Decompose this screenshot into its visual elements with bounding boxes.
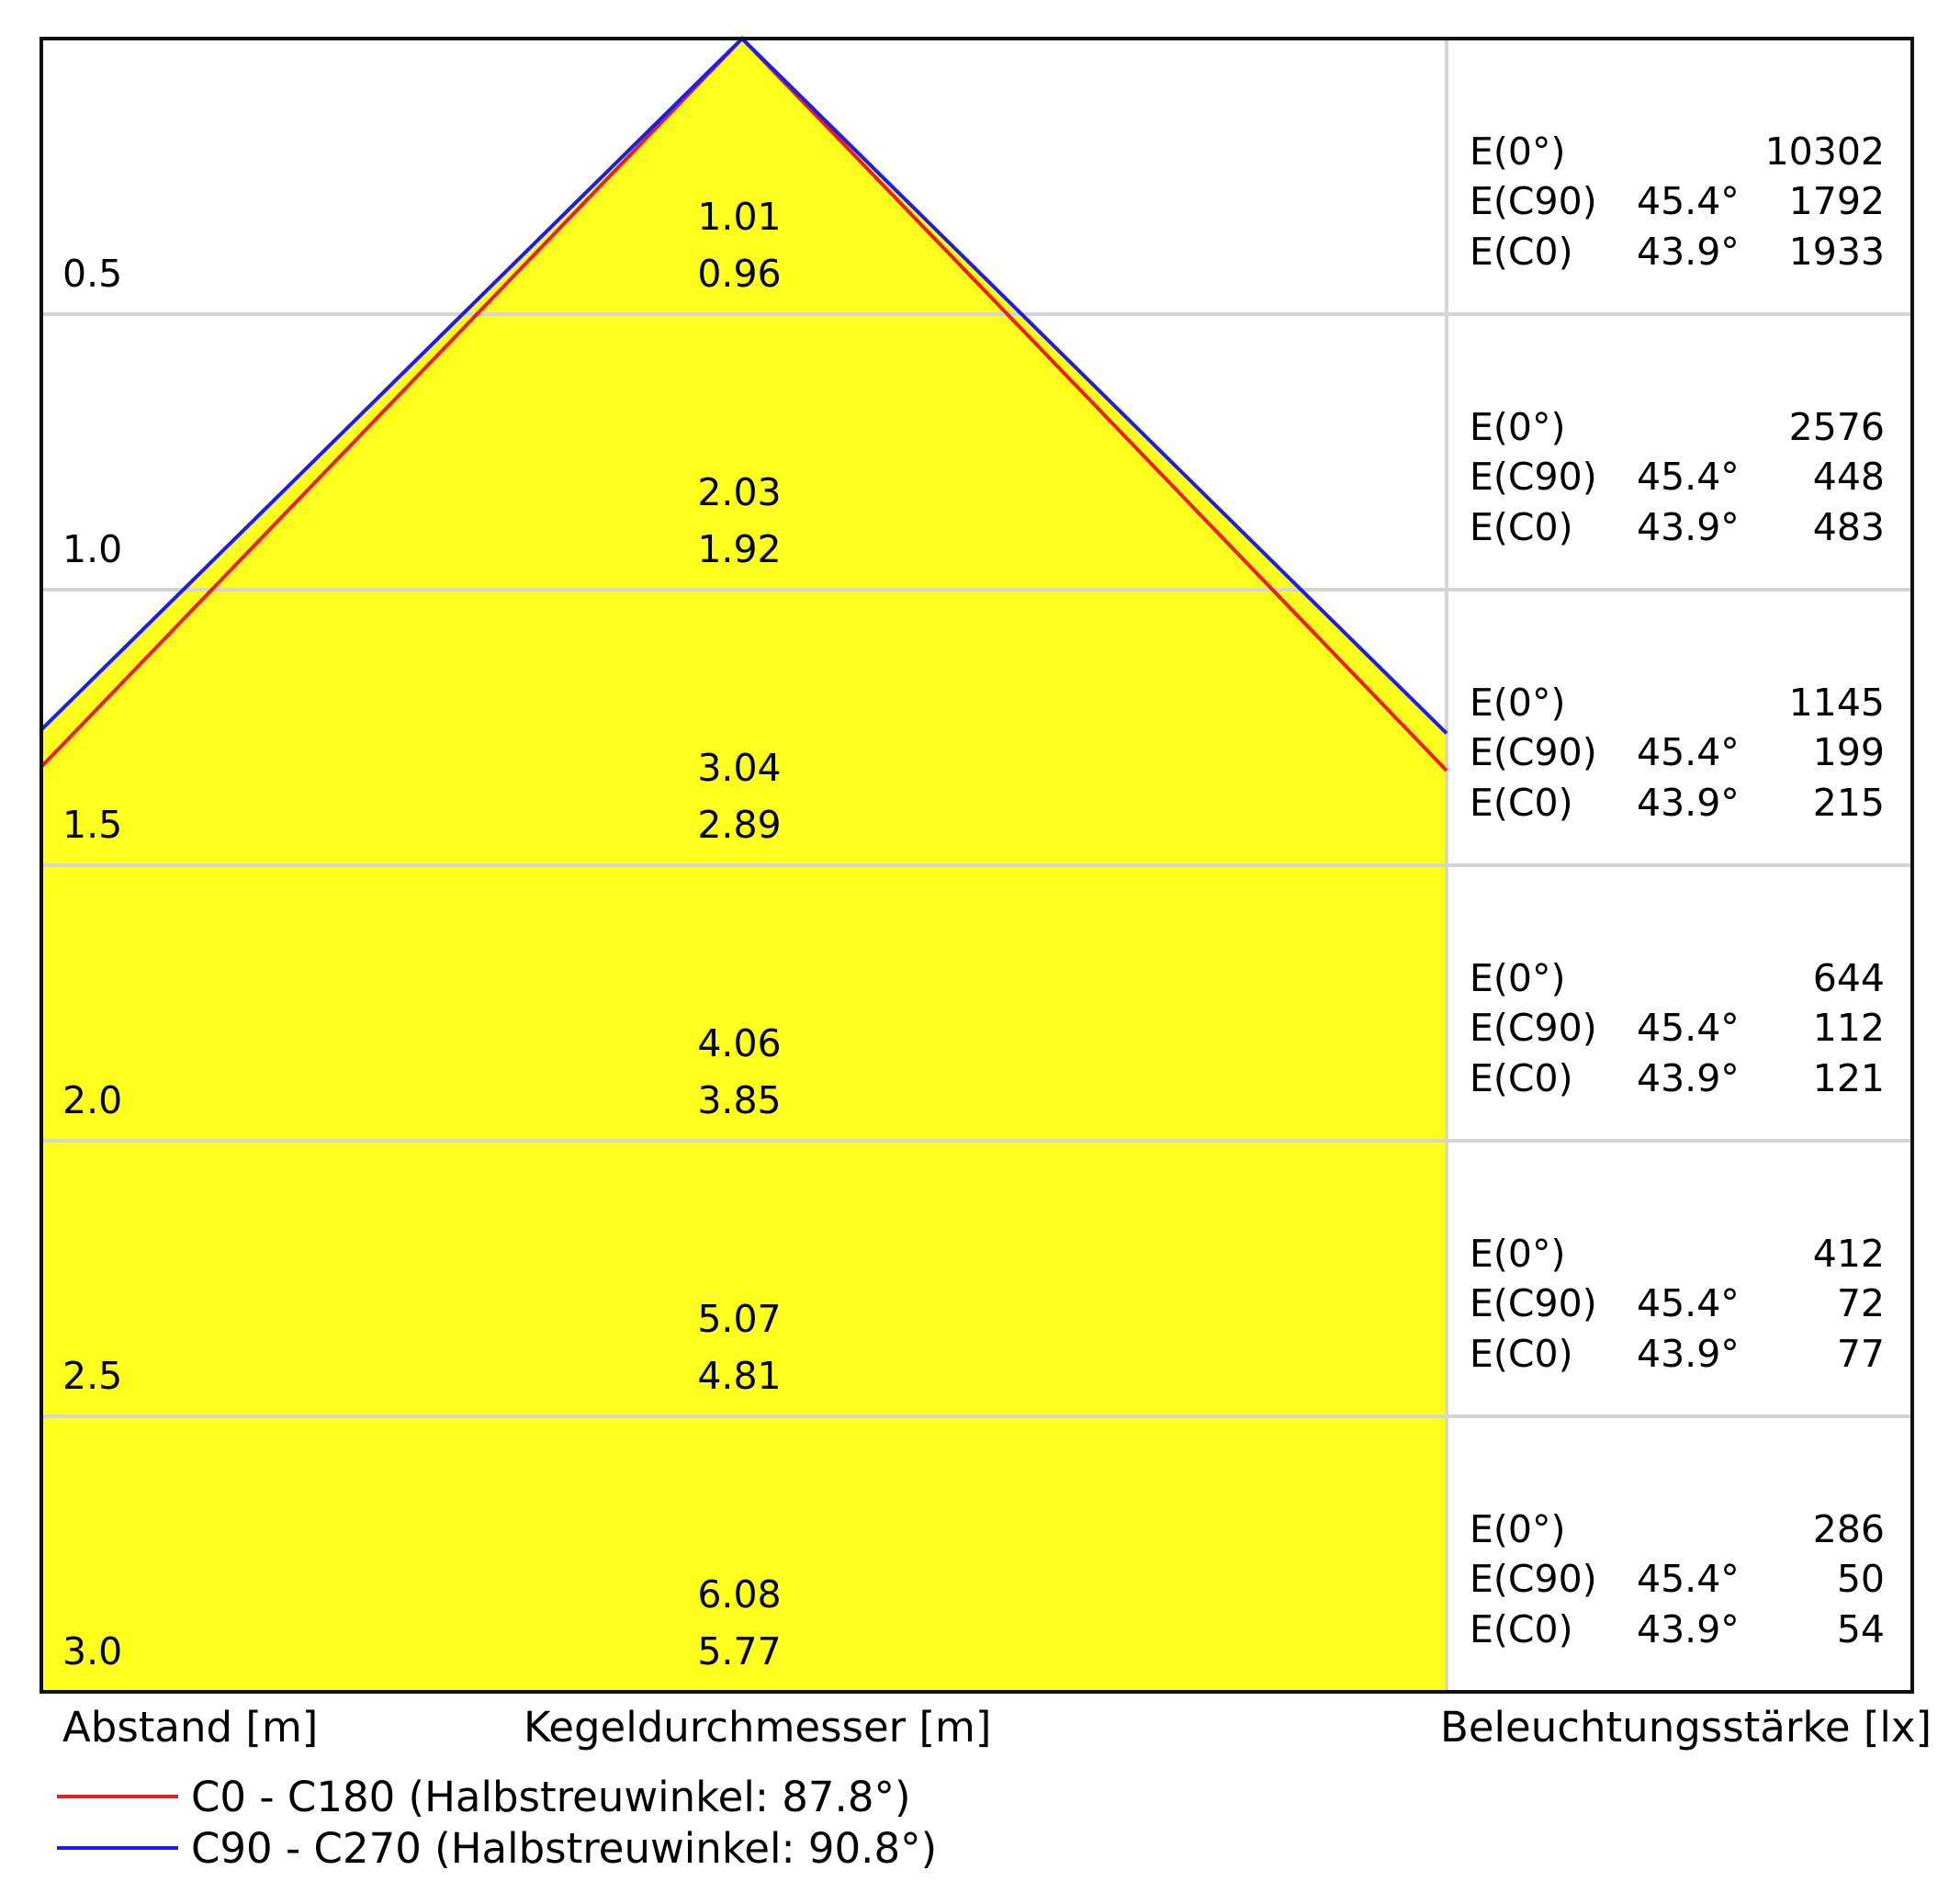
ec0-value: 77 <box>1837 1332 1885 1376</box>
diameter-c0-label: 2.89 <box>697 803 781 847</box>
distance-axis-caption: Abstand [m] <box>62 1703 319 1752</box>
ec0-label: E(C0) <box>1470 1332 1573 1376</box>
distance-label: 1.0 <box>62 527 122 571</box>
ec0-label: E(C0) <box>1470 1056 1573 1100</box>
ec90-angle: 45.4° <box>1637 1557 1740 1601</box>
e0-label: E(0°) <box>1470 956 1565 1000</box>
ec0-value: 215 <box>1813 781 1885 825</box>
distance-label: 2.0 <box>62 1078 122 1122</box>
legend-item-c90-c270: C90 - C270 (Halbstreuwinkel: 90.8°) <box>57 1822 937 1874</box>
legend-swatch-blue <box>57 1846 178 1850</box>
diameter-c0-label: 4.81 <box>697 1354 781 1398</box>
cone-diagram: 0.5 1.01 0.96 E(0°) E(C90) E(C0) 45.4° 43.9° 103… <box>39 36 1914 1694</box>
ec0-angle: 43.9° <box>1637 1607 1740 1651</box>
ec0-value: 1933 <box>1789 230 1885 274</box>
ec90-label: E(C90) <box>1470 1281 1597 1325</box>
ec0-value: 121 <box>1813 1056 1885 1100</box>
diameter-axis-caption: Kegeldurchmesser [m] <box>524 1703 992 1752</box>
e0-value: 644 <box>1813 956 1885 1000</box>
ec90-angle: 45.4° <box>1637 179 1740 223</box>
e0-label: E(0°) <box>1470 1507 1565 1551</box>
ec90-value: 1792 <box>1789 179 1885 223</box>
e0-label: E(0°) <box>1470 130 1565 174</box>
ec90-label: E(C90) <box>1470 455 1597 499</box>
illuminance-axis-caption: Beleuchtungsstärke [lx] <box>1440 1703 1932 1752</box>
e0-label: E(0°) <box>1470 405 1565 449</box>
ec0-value: 483 <box>1813 505 1885 549</box>
distance-label: 1.5 <box>62 803 122 847</box>
diameter-c0-label: 0.96 <box>697 252 781 296</box>
distance-label: 3.0 <box>62 1629 122 1673</box>
plot-frame <box>39 37 1914 1694</box>
e0-value: 286 <box>1813 1507 1885 1551</box>
label-layer: 0.5 1.01 0.96 E(0°) E(C90) E(C0) 45.4° 43.9° 103… <box>62 130 1885 1673</box>
ec0-label: E(C0) <box>1470 230 1573 274</box>
diameter-c0-label: 3.85 <box>697 1078 781 1122</box>
ec90-value: 72 <box>1837 1281 1885 1325</box>
distance-label: 0.5 <box>62 252 122 296</box>
e0-value: 2576 <box>1789 405 1885 449</box>
diameter-c90-label: 6.08 <box>697 1572 781 1617</box>
grid-layer <box>41 39 1912 1692</box>
diameter-c90-label: 3.04 <box>697 746 781 790</box>
e0-value: 1145 <box>1789 681 1885 725</box>
ec0-angle: 43.9° <box>1637 505 1740 549</box>
ec90-angle: 45.4° <box>1637 1006 1740 1050</box>
ec0-angle: 43.9° <box>1637 230 1740 274</box>
diameter-c90-label: 2.03 <box>697 470 781 514</box>
diameter-c90-label: 4.06 <box>697 1021 781 1065</box>
ec0-angle: 43.9° <box>1637 1056 1740 1100</box>
legend-label-c90-c270: C90 - C270 (Halbstreuwinkel: 90.8°) <box>191 1823 938 1873</box>
ec90-angle: 45.4° <box>1637 455 1740 499</box>
ec0-label: E(C0) <box>1470 505 1573 549</box>
ec90-angle: 45.4° <box>1637 730 1740 774</box>
e0-label: E(0°) <box>1470 1232 1565 1276</box>
legend-item-c0-c180: C0 - C180 (Halbstreuwinkel: 87.8°) <box>57 1771 911 1822</box>
ec0-angle: 43.9° <box>1637 781 1740 825</box>
e0-value: 412 <box>1813 1232 1885 1276</box>
ec0-label: E(C0) <box>1470 1607 1573 1651</box>
ec90-angle: 45.4° <box>1637 1281 1740 1325</box>
ec90-label: E(C90) <box>1470 1006 1597 1050</box>
diameter-c0-label: 5.77 <box>697 1629 781 1673</box>
ec0-angle: 43.9° <box>1637 1332 1740 1376</box>
legend-swatch-red <box>57 1795 178 1798</box>
ec90-value: 112 <box>1813 1006 1885 1050</box>
ec90-label: E(C90) <box>1470 730 1597 774</box>
ec90-label: E(C90) <box>1470 179 1597 223</box>
distance-label: 2.5 <box>62 1354 122 1398</box>
diameter-c0-label: 1.92 <box>697 527 781 571</box>
ec90-value: 448 <box>1813 455 1885 499</box>
ec90-value: 199 <box>1813 730 1885 774</box>
ec0-label: E(C0) <box>1470 781 1573 825</box>
e0-value: 10302 <box>1765 130 1885 174</box>
diameter-c90-label: 1.01 <box>697 195 781 239</box>
diameter-c90-label: 5.07 <box>697 1297 781 1341</box>
e0-label: E(0°) <box>1470 681 1565 725</box>
ec90-label: E(C90) <box>1470 1557 1597 1601</box>
legend-label-c0-c180: C0 - C180 (Halbstreuwinkel: 87.8°) <box>191 1772 911 1821</box>
ec90-value: 50 <box>1837 1557 1885 1601</box>
ec0-value: 54 <box>1837 1607 1885 1651</box>
